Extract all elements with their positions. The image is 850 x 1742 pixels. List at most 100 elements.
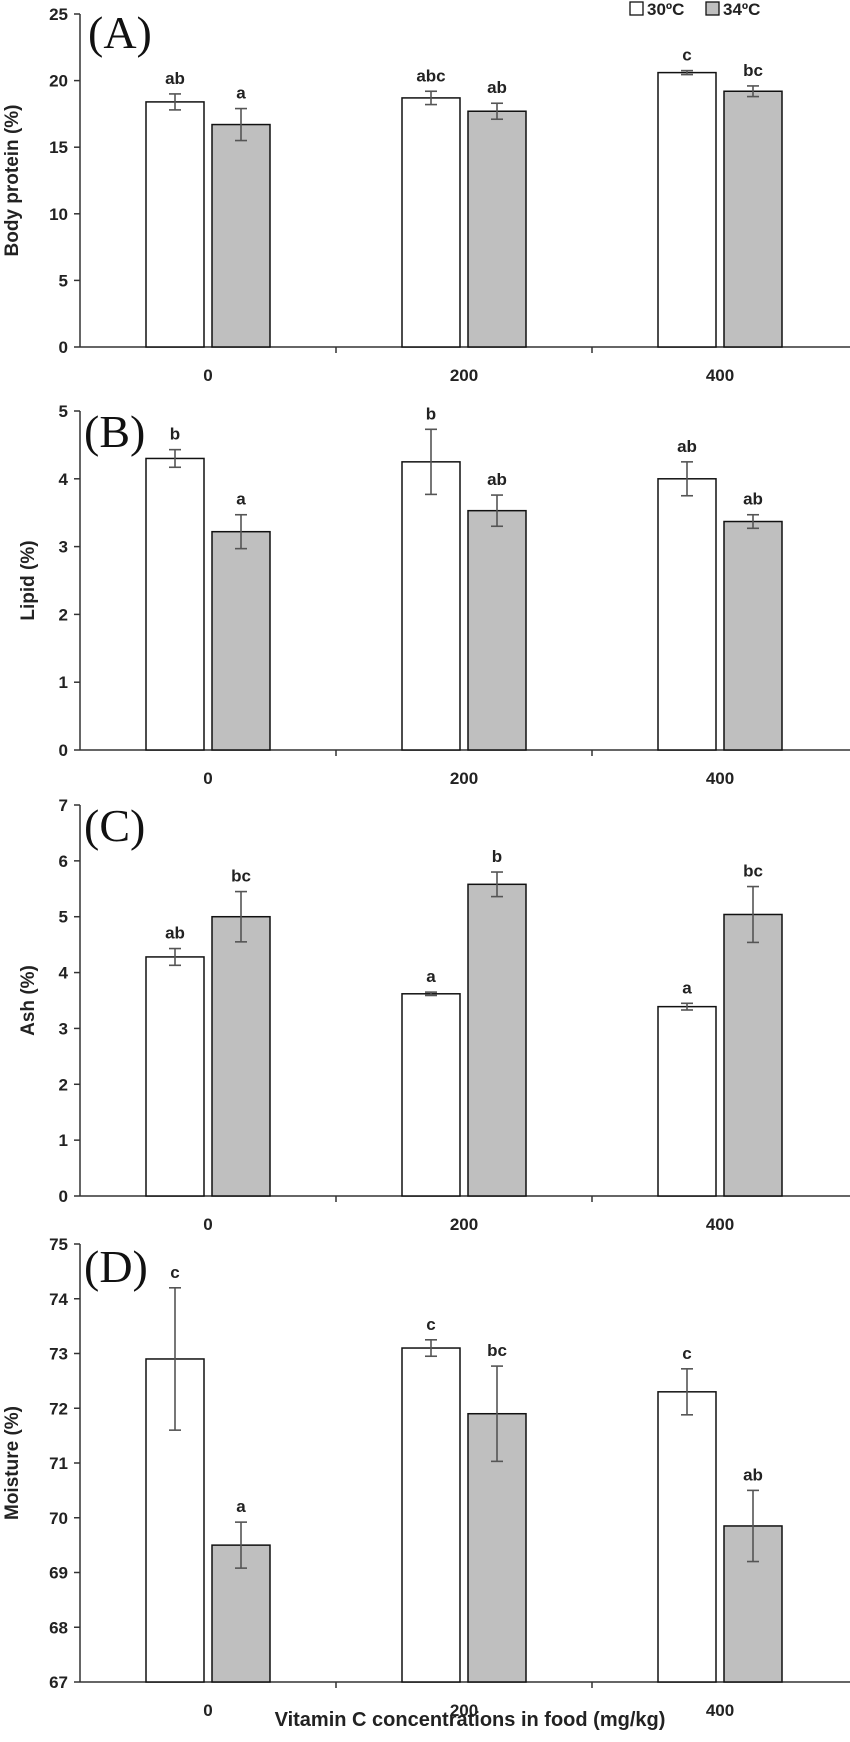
- x-tick-label: 0: [203, 366, 212, 385]
- y-tick-label: 5: [59, 271, 68, 290]
- bar-34c-200: [467, 883, 527, 1197]
- legend-swatch-30c: [629, 1, 644, 16]
- bar-34c-0: [211, 123, 271, 348]
- significance-letter: b: [426, 404, 436, 423]
- y-tick-label: 69: [49, 1564, 68, 1583]
- panel-label: (A): [88, 7, 152, 58]
- significance-letter: c: [682, 46, 691, 65]
- x-tick-label: 0: [203, 769, 212, 788]
- bar-30c-400: [657, 1391, 717, 1683]
- significance-letter: a: [426, 967, 436, 986]
- y-tick-label: 5: [59, 402, 68, 421]
- significance-letter: abc: [416, 66, 445, 85]
- y-tick-label: 72: [49, 1399, 68, 1418]
- significance-letter: c: [426, 1315, 435, 1334]
- x-tick-label: 200: [450, 366, 478, 385]
- x-tick-label: 0: [203, 1215, 212, 1234]
- x-axis-title: Vitamin C concentrations in food (mg/kg): [275, 1709, 666, 1731]
- y-tick-label: 10: [49, 205, 68, 224]
- chart-panel-4: 67 68 69 70 71 72 73 74 75 0 200 400 Moisture (%) (D)…: [2, 1235, 850, 1720]
- bar-34c-0: [211, 530, 271, 751]
- chart-panel-2: 0 1 2 3 4 5 0 200 400 Lipid (%) (B) b b ab a ab ab: [18, 402, 850, 788]
- significance-letter: b: [170, 425, 180, 444]
- bar-34c-400: [723, 520, 783, 751]
- significance-letter: ab: [743, 490, 763, 509]
- y-tick-label: 3: [59, 1019, 68, 1038]
- bar-34c-200: [467, 110, 527, 348]
- bar-30c-400: [657, 478, 717, 751]
- bar-30c-0: [145, 101, 205, 348]
- y-tick-label: 4: [59, 470, 69, 489]
- x-tick-label: 0: [203, 1701, 212, 1720]
- y-axis-title: Ash (%): [18, 965, 39, 1036]
- y-tick-label: 0: [59, 741, 68, 760]
- bar-30c-200: [401, 993, 461, 1197]
- chart-panel-3: 0 1 2 3 4 5 6 7 0 200 400 Ash (%) (C) ab a a bc b bc: [18, 796, 850, 1234]
- bar-30c-400: [657, 1005, 717, 1197]
- y-tick-label: 1: [59, 1131, 68, 1150]
- significance-letter: bc: [231, 867, 251, 886]
- significance-letter: ab: [487, 78, 507, 97]
- x-tick-label: 400: [706, 1215, 734, 1234]
- y-axis-title: Moisture (%): [2, 1406, 23, 1520]
- bar-34c-400: [723, 90, 783, 348]
- x-tick-label: 400: [706, 769, 734, 788]
- y-tick-label: 2: [59, 1075, 68, 1094]
- y-tick-label: 6: [59, 852, 68, 871]
- panel-label: (B): [84, 406, 145, 457]
- x-tick-label: 200: [450, 1701, 478, 1720]
- x-tick-label: 400: [706, 1701, 734, 1720]
- y-tick-label: 74: [49, 1290, 68, 1309]
- y-tick-label: 3: [59, 538, 68, 557]
- bar-30c-200: [401, 97, 461, 348]
- y-tick-label: 73: [49, 1345, 68, 1364]
- y-tick-label: 0: [59, 1187, 68, 1206]
- panel-label: (C): [84, 800, 145, 851]
- y-axis-title: Body protein (%): [2, 105, 23, 257]
- legend-swatch-34c: [705, 1, 720, 16]
- bar-34c-400: [723, 913, 783, 1197]
- significance-letter: c: [682, 1344, 691, 1363]
- legend-label: 34ºC: [723, 0, 760, 19]
- significance-letter: bc: [743, 61, 763, 80]
- bar-34c-200: [467, 509, 527, 751]
- significance-letter: ab: [743, 1465, 763, 1484]
- significance-letter: ab: [677, 437, 697, 456]
- significance-letter: ab: [165, 924, 185, 943]
- significance-letter: bc: [487, 1341, 507, 1360]
- y-tick-label: 5: [59, 908, 68, 927]
- significance-letter: bc: [743, 862, 763, 881]
- significance-letter: a: [236, 1497, 246, 1516]
- legend-label: 30ºC: [647, 0, 684, 19]
- y-tick-label: 15: [49, 138, 68, 157]
- legend: 30ºC 34ºC: [629, 0, 760, 19]
- y-tick-label: 7: [59, 796, 68, 815]
- y-tick-label: 0: [59, 338, 68, 357]
- significance-letter: ab: [165, 69, 185, 88]
- significance-letter: ab: [487, 470, 507, 489]
- y-tick-label: 20: [49, 72, 68, 91]
- y-tick-label: 75: [49, 1235, 68, 1254]
- bar-30c-0: [145, 457, 205, 751]
- y-tick-label: 1: [59, 673, 68, 692]
- bar-30c-400: [657, 71, 717, 348]
- x-tick-label: 200: [450, 1215, 478, 1234]
- bar-30c-200: [401, 1347, 461, 1683]
- y-tick-label: 70: [49, 1509, 68, 1528]
- significance-letter: c: [170, 1263, 179, 1282]
- y-tick-label: 25: [49, 5, 68, 24]
- bar-30c-200: [401, 461, 461, 751]
- y-tick-label: 2: [59, 605, 68, 624]
- x-tick-label: 200: [450, 769, 478, 788]
- y-tick-label: 68: [49, 1618, 68, 1637]
- significance-letter: a: [236, 84, 246, 103]
- y-axis-title: Lipid (%): [18, 540, 39, 620]
- bar-30c-0: [145, 956, 205, 1197]
- y-tick-label: 71: [49, 1454, 68, 1473]
- y-tick-label: 4: [59, 964, 69, 983]
- significance-letter: b: [492, 847, 502, 866]
- significance-letter: a: [236, 490, 246, 509]
- significance-letter: a: [682, 978, 692, 997]
